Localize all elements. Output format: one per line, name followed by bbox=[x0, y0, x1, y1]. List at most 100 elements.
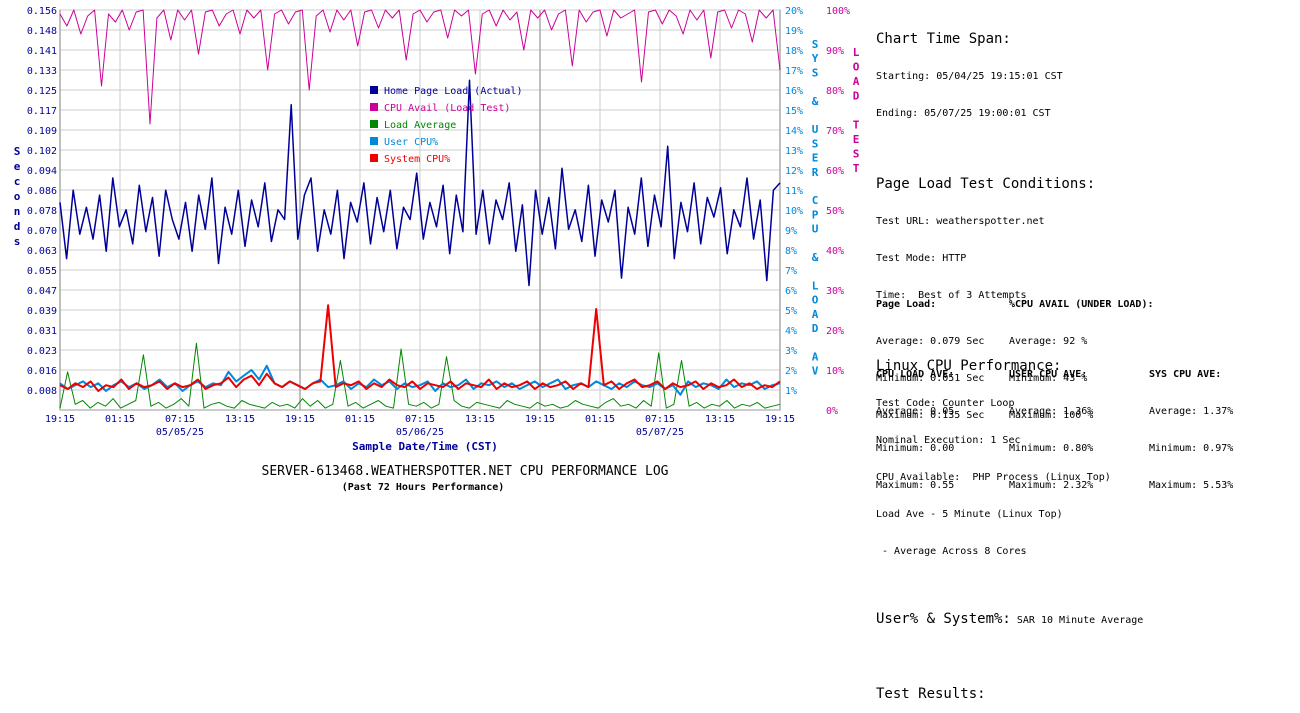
y-right2-label-char: T bbox=[853, 119, 860, 132]
legend-swatch bbox=[370, 103, 378, 111]
y-left-tick-label: 0.008 bbox=[27, 386, 57, 397]
x-tick-label: 01:15 bbox=[105, 414, 135, 425]
chart-title: SERVER-613468.WEATHERSPOTTER.NET CPU PER… bbox=[262, 464, 669, 479]
legend-label: Load Average bbox=[384, 120, 456, 131]
y-right1-tick-label: 19% bbox=[785, 26, 803, 37]
span-title: Chart Time Span: bbox=[876, 31, 1011, 47]
chart-subtitle: (Past 72 Hours Performance) bbox=[342, 482, 505, 493]
y-right2-tick-label: 80% bbox=[826, 86, 844, 97]
cpu-cores: - Average Across 8 Cores bbox=[876, 546, 1027, 557]
date-label: 05/07/25 bbox=[636, 427, 684, 438]
x-tick-label: 01:15 bbox=[585, 414, 615, 425]
legend-swatch bbox=[370, 137, 378, 145]
y-right1-tick-label: 5% bbox=[785, 306, 797, 317]
y-left-tick-label: 0.031 bbox=[27, 326, 57, 337]
y-right1-tick-label: 20% bbox=[785, 6, 803, 17]
x-axis-label: Sample Date/Time (CST) bbox=[352, 440, 498, 453]
cpu-nominal: Nominal Execution: 1 Sec bbox=[876, 435, 1021, 446]
la-head: CPU LOAD AVE: bbox=[876, 369, 955, 380]
y-right2-tick-label: 100% bbox=[826, 6, 850, 17]
y-right1-tick-label: 17% bbox=[785, 66, 803, 77]
y-left-tick-label: 0.109 bbox=[27, 126, 57, 137]
y-right2-label-char: E bbox=[853, 133, 860, 146]
y-left-tick-label: 0.133 bbox=[27, 66, 57, 77]
y-left-label-char: S bbox=[14, 145, 21, 158]
plt-mode: Test Mode: HTTP bbox=[876, 253, 967, 264]
pl-min: Minimum: 0.051 Sec bbox=[876, 373, 985, 384]
y-left-tick-label: 0.156 bbox=[27, 6, 57, 17]
x-tick-label: 19:15 bbox=[525, 414, 555, 425]
y-right2-tick-label: 50% bbox=[826, 206, 844, 217]
cpu-performance-chart: 0.156 0.148 0.141 0.133 0.125 0.117 0.109 0.102… bbox=[14, 6, 860, 493]
x-tick-label: 13:15 bbox=[225, 414, 255, 425]
y-right1-tick-label: 15% bbox=[785, 106, 803, 117]
date-label: 05/05/25 bbox=[156, 427, 204, 438]
y-right1-tick-label: 9% bbox=[785, 226, 797, 237]
series-line-system-cpu bbox=[59, 304, 781, 392]
legend-label: User CPU% bbox=[384, 137, 438, 148]
y-left-tick-label: 0.016 bbox=[27, 366, 57, 377]
plt-url: Test URL: weatherspotter.net bbox=[876, 216, 1045, 227]
y-right1-tick-label: 7% bbox=[785, 266, 797, 277]
ca-avg: Average: 92 % bbox=[1009, 336, 1088, 347]
series-line-home-page-load-actual bbox=[59, 79, 781, 287]
ca-max: Maximum: 100 % bbox=[1009, 410, 1094, 421]
y-right1-label-char: S bbox=[812, 66, 819, 79]
cpu-title: Linux CPU Performance: bbox=[876, 358, 1062, 374]
y-left-tick-label: 0.148 bbox=[27, 26, 57, 37]
y-right1-label-char: A bbox=[812, 350, 819, 363]
y-left-label-char: d bbox=[14, 220, 21, 233]
uc-head: USER CPU AVE: bbox=[1009, 369, 1088, 380]
y-right1-label-char: V bbox=[812, 365, 819, 378]
x-tick-label: 07:15 bbox=[165, 414, 195, 425]
y-right1-label-char: U bbox=[812, 123, 819, 136]
y-left-tick-label: 0.086 bbox=[27, 186, 57, 197]
uc-max: Maximum: 2.32% bbox=[1009, 480, 1094, 491]
y-right2-tick-label: 70% bbox=[826, 126, 844, 137]
user-cpu-results: USER CPU AVE: Average: 1.36% Minimum: 0.… bbox=[1009, 345, 1093, 504]
y-right1-tick-label: 10% bbox=[785, 206, 803, 217]
y-right2-tick-label: 90% bbox=[826, 46, 844, 57]
y-right2-tick-label: 0% bbox=[826, 406, 838, 417]
usersys-title: User% & System%: bbox=[876, 611, 1011, 627]
y-right1-tick-label: 3% bbox=[785, 346, 797, 357]
y-right1-tick-label: 12% bbox=[785, 166, 803, 177]
y-right1-tick-label: 2% bbox=[785, 366, 797, 377]
x-tick-label: 13:15 bbox=[705, 414, 735, 425]
y-right1-tick-label: 14% bbox=[785, 126, 803, 137]
y-left-tick-label: 0.094 bbox=[27, 166, 57, 177]
date-label: 05/06/25 bbox=[396, 427, 444, 438]
y-right1-label-char: R bbox=[812, 166, 819, 179]
y-right1-label-char: C bbox=[812, 194, 819, 207]
page-load-results: Page Load: Average: 0.079 Sec Minimum: 0… bbox=[876, 275, 984, 434]
usersys-line: User% & System%: SAR 10 Minute Average bbox=[876, 611, 1143, 629]
y-right2-label-char: A bbox=[853, 75, 860, 88]
sc-head: SYS CPU AVE: bbox=[1149, 369, 1222, 380]
y-left-tick-label: 0.102 bbox=[27, 146, 57, 157]
x-tick-label: 07:15 bbox=[405, 414, 435, 425]
y-left-tick-label: 0.055 bbox=[27, 266, 57, 277]
sc-avg: Average: 1.37% bbox=[1149, 406, 1234, 417]
pl-avg: Average: 0.079 Sec bbox=[876, 336, 985, 347]
legend-label: Home Page Load (Actual) bbox=[384, 86, 522, 97]
la-min: Minimum: 0.00 bbox=[876, 443, 955, 454]
y-right2-tick-label: 20% bbox=[826, 326, 844, 337]
legend-label: CPU Avail (Load Test) bbox=[384, 103, 510, 114]
sc-min: Minimum: 0.97% bbox=[1149, 443, 1234, 454]
x-tick-label: 19:15 bbox=[45, 414, 75, 425]
plt-title: Page Load Test Conditions: bbox=[876, 176, 1096, 192]
load-ave-results: CPU LOAD AVE: Average: 0.05 Minimum: 0.0… bbox=[876, 345, 954, 504]
y-left-tick-label: 0.063 bbox=[27, 246, 57, 257]
y-left-tick-label: 0.070 bbox=[27, 226, 57, 237]
uc-min: Minimum: 0.80% bbox=[1009, 443, 1094, 454]
legend-swatch bbox=[370, 86, 378, 94]
y-right1-tick-label: 8% bbox=[785, 246, 797, 257]
y-right1-label-char: D bbox=[812, 322, 819, 335]
y-right1-tick-label: 1% bbox=[785, 386, 797, 397]
y-right1-label-char: L bbox=[812, 279, 819, 292]
x-tick-label: 01:15 bbox=[345, 414, 375, 425]
y-right1-label-char: E bbox=[812, 152, 819, 165]
y-right1-tick-label: 18% bbox=[785, 46, 803, 57]
series-line-cpu-avail-load-test bbox=[59, 9, 781, 125]
pl-max: Maximum: 0.135 Sec bbox=[876, 410, 985, 421]
